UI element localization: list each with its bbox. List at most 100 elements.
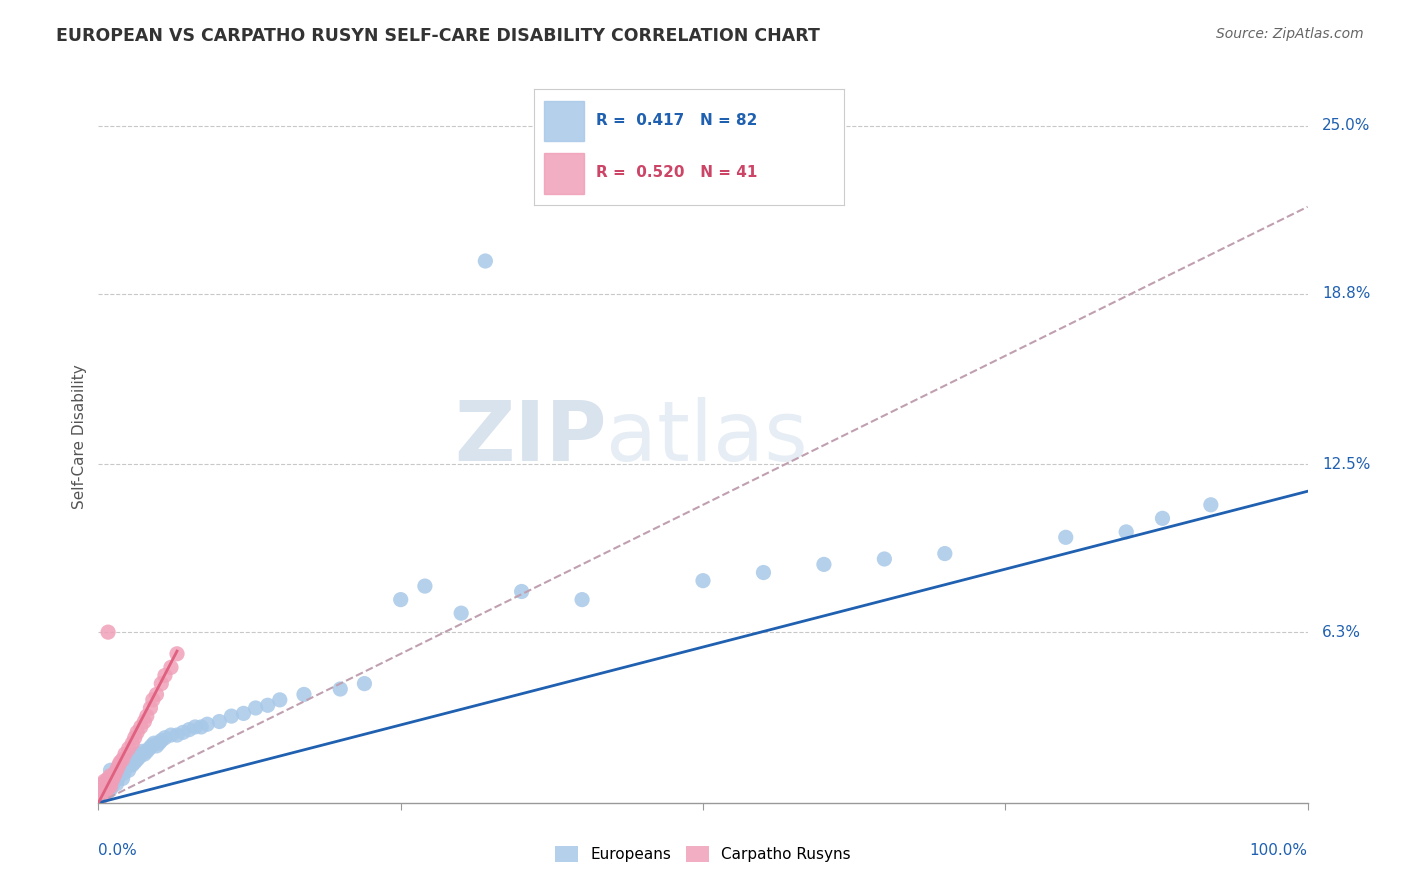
Point	[121, 736, 143, 750]
Point	[100, 774, 122, 789]
Point	[232, 706, 254, 721]
Point	[150, 733, 173, 747]
Point	[166, 647, 188, 661]
Point	[93, 782, 115, 797]
Point	[160, 660, 183, 674]
Point	[111, 761, 134, 775]
Point	[94, 785, 117, 799]
Point	[90, 790, 112, 805]
Point	[145, 688, 167, 702]
Point	[172, 725, 194, 739]
Point	[105, 766, 128, 780]
Point	[111, 752, 134, 766]
Point	[90, 790, 112, 805]
Point	[329, 681, 352, 696]
Text: ZIP: ZIP	[454, 397, 606, 477]
Point	[353, 676, 375, 690]
Point	[134, 714, 156, 729]
Point	[108, 755, 131, 769]
Text: atlas: atlas	[606, 397, 808, 477]
Point	[127, 752, 149, 766]
Point	[100, 780, 122, 794]
Point	[91, 782, 114, 797]
Point	[107, 772, 129, 786]
Text: 100.0%: 100.0%	[1250, 843, 1308, 858]
Point	[124, 755, 146, 769]
Text: 0.0%: 0.0%	[98, 843, 138, 858]
Point	[1199, 498, 1222, 512]
Text: 6.3%: 6.3%	[1322, 624, 1361, 640]
Point	[160, 728, 183, 742]
Point	[91, 788, 114, 802]
Text: R =  0.417   N = 82: R = 0.417 N = 82	[596, 113, 758, 128]
Point	[143, 736, 166, 750]
Point	[98, 782, 121, 797]
Point	[141, 739, 163, 753]
Point	[547, 132, 569, 146]
Point	[114, 747, 136, 761]
Point	[93, 788, 115, 802]
Point	[97, 785, 120, 799]
Point	[208, 714, 231, 729]
Point	[127, 725, 149, 739]
Point	[450, 606, 472, 620]
Point	[934, 547, 956, 561]
Point	[195, 717, 218, 731]
Point	[127, 747, 149, 761]
Point	[148, 736, 170, 750]
Point	[118, 757, 141, 772]
Point	[245, 701, 267, 715]
Point	[115, 757, 138, 772]
Point	[100, 782, 122, 797]
Point	[873, 552, 896, 566]
Point	[166, 728, 188, 742]
Point	[122, 752, 145, 766]
Point	[108, 757, 131, 772]
Legend: Europeans, Carpatho Rusyns: Europeans, Carpatho Rusyns	[548, 840, 858, 868]
Text: 12.5%: 12.5%	[1322, 457, 1371, 472]
Point	[1152, 511, 1174, 525]
Point	[101, 769, 124, 783]
Point	[91, 788, 114, 802]
Point	[96, 780, 118, 794]
Point	[96, 774, 118, 789]
Point	[221, 709, 243, 723]
Point	[129, 747, 152, 761]
Point	[145, 739, 167, 753]
Point	[184, 720, 207, 734]
Point	[100, 769, 122, 783]
Point	[111, 772, 134, 786]
Point	[292, 688, 315, 702]
Point	[571, 592, 593, 607]
Point	[752, 566, 775, 580]
Point	[131, 744, 153, 758]
Point	[97, 625, 120, 640]
Point	[142, 693, 165, 707]
Point	[94, 785, 117, 799]
Point	[121, 757, 143, 772]
Point	[389, 592, 412, 607]
Text: 18.8%: 18.8%	[1322, 286, 1371, 301]
Point	[91, 777, 114, 791]
Point	[101, 777, 124, 791]
Point	[138, 741, 160, 756]
Point	[100, 780, 122, 794]
Point	[134, 747, 156, 761]
Point	[124, 731, 146, 745]
Point	[1054, 530, 1077, 544]
Point	[93, 777, 115, 791]
Point	[813, 558, 835, 572]
Point	[125, 749, 148, 764]
Point	[98, 777, 121, 791]
Point	[153, 731, 176, 745]
Point	[129, 720, 152, 734]
Point	[110, 764, 132, 778]
Point	[93, 788, 115, 802]
Point	[177, 723, 201, 737]
Text: 25.0%: 25.0%	[1322, 118, 1371, 133]
Point	[94, 777, 117, 791]
Y-axis label: Self-Care Disability: Self-Care Disability	[72, 365, 87, 509]
Point	[135, 709, 157, 723]
Point	[101, 772, 124, 786]
Text: R =  0.520   N = 41: R = 0.520 N = 41	[596, 165, 758, 180]
